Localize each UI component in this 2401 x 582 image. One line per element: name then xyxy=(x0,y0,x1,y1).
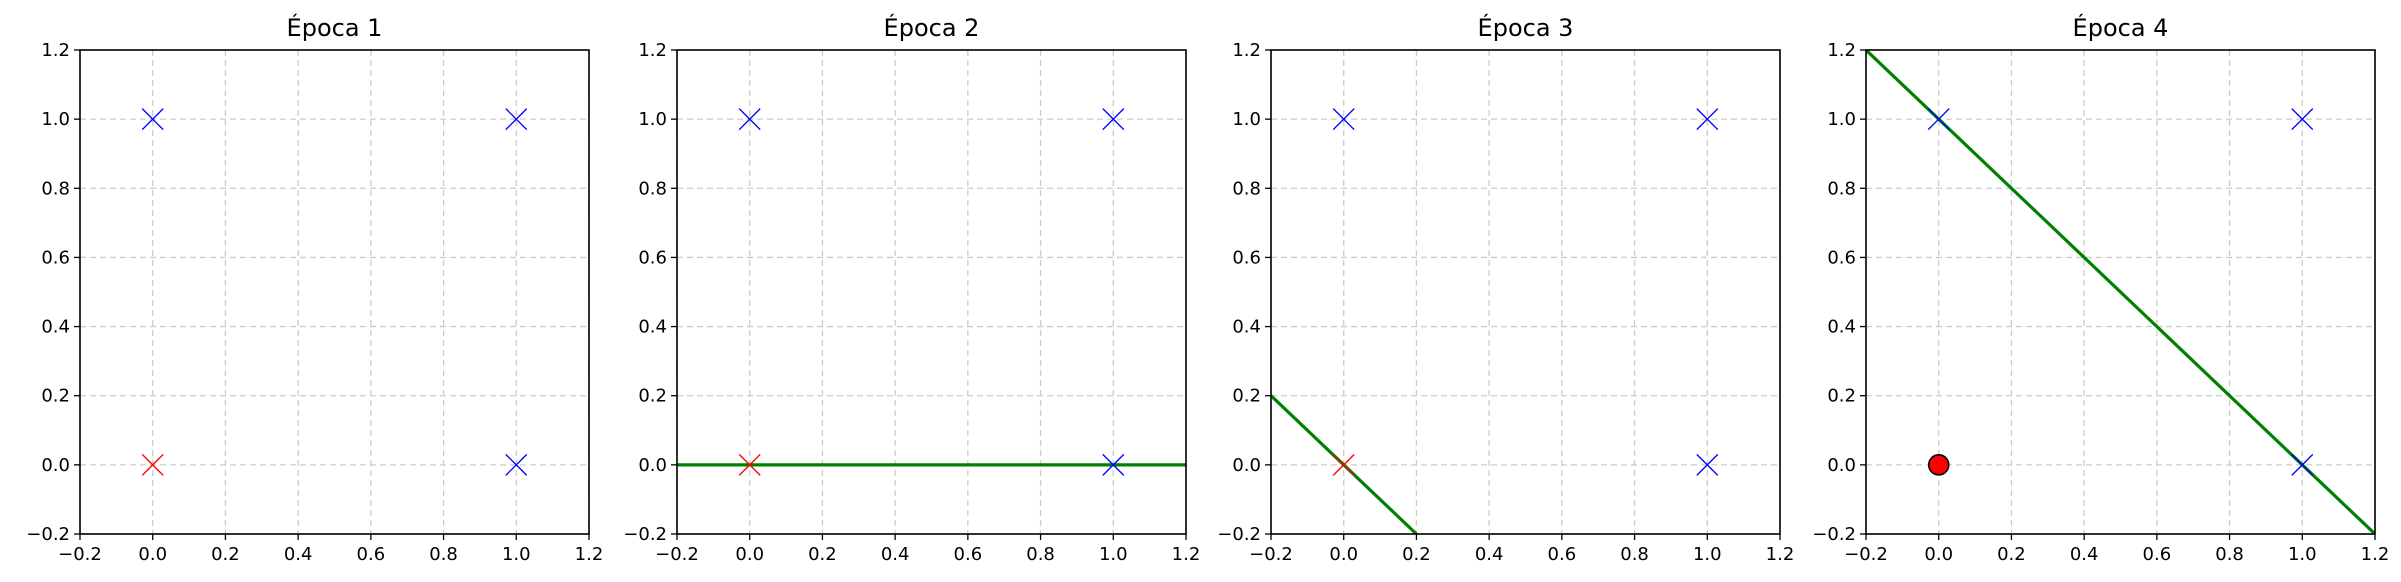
x-tick-label: 0.2 xyxy=(1402,544,1431,565)
x-tick-label: 0.8 xyxy=(1026,544,1055,565)
y-tick-label: 0.2 xyxy=(1827,386,1856,407)
y-tick-label: 0.6 xyxy=(41,247,70,268)
panel-4: −0.2 0.0 0.2 0.4 0.6 0.8 1.0 1.2 −0.2 0.0 0.2 0.4 0.… xyxy=(1812,13,2389,565)
data-point-circle xyxy=(1927,454,1950,476)
x-tick-label: 0.6 xyxy=(2143,544,2172,565)
data-point-x-marker xyxy=(2291,108,2314,131)
panel-title: Época 2 xyxy=(884,13,980,42)
data-point-x-marker xyxy=(505,108,528,131)
panel-title: Época 3 xyxy=(1478,13,1574,42)
x-tick-label: −0.2 xyxy=(1844,544,1888,565)
y-tick-label: 0.8 xyxy=(638,178,667,199)
panel-2: −0.2 0.0 0.2 0.4 0.6 0.8 1.0 1.2 −0.2 0.0 0.2 0.4 0.… xyxy=(623,13,1200,565)
data-point-x-marker xyxy=(1332,453,1355,476)
x-tick-label: −0.2 xyxy=(655,544,699,565)
x-tick-label: 1.0 xyxy=(2288,544,2317,565)
y-tick-label: 0.8 xyxy=(1232,178,1261,199)
y-tick-label: 0.2 xyxy=(41,386,70,407)
x-tick-label: 0.2 xyxy=(211,544,240,565)
data-point-x-marker xyxy=(1102,108,1125,131)
x-tick-label: 1.2 xyxy=(1766,544,1795,565)
x-tick-label: −0.2 xyxy=(1249,544,1293,565)
x-tick-label: 0.0 xyxy=(1329,544,1358,565)
y-tick-label: 0.0 xyxy=(638,455,667,476)
data-point-x-marker xyxy=(2291,453,2314,476)
x-tick-label: 0.2 xyxy=(808,544,837,565)
x-tick-label: 0.6 xyxy=(1548,544,1577,565)
y-tick-label: 0.2 xyxy=(638,386,667,407)
x-tick-label: 0.8 xyxy=(2215,544,2244,565)
data-point-x-marker xyxy=(1696,453,1719,476)
y-tick-label: 1.0 xyxy=(1827,109,1856,130)
y-tick-label: 1.0 xyxy=(1232,109,1261,130)
x-tick-label: 0.6 xyxy=(357,544,386,565)
axes-frame xyxy=(676,49,1187,535)
x-tick-label: 1.2 xyxy=(2361,544,2390,565)
panel-title: Época 1 xyxy=(287,13,383,42)
y-tick-label: 0.6 xyxy=(1232,247,1261,268)
x-tick-label: 1.2 xyxy=(1172,544,1201,565)
x-tick-label: 0.0 xyxy=(138,544,167,565)
x-tick-label: 1.0 xyxy=(502,544,531,565)
y-tick-label: 1.2 xyxy=(41,40,70,61)
x-tick-label: 1.0 xyxy=(1099,544,1128,565)
axes-frame xyxy=(1270,49,1781,535)
panel-3: −0.2 0.0 0.2 0.4 0.6 0.8 1.0 1.2 −0.2 0.0 0.2 0.4 0.… xyxy=(1217,13,1794,565)
x-tick-label: 1.0 xyxy=(1693,544,1722,565)
y-tick-label: 0.4 xyxy=(1827,317,1856,338)
decision-boundary-line xyxy=(1866,50,2375,534)
y-tick-label: 0.8 xyxy=(41,178,70,199)
x-tick-label: −0.2 xyxy=(58,544,102,565)
y-tick-label: 0.0 xyxy=(1232,455,1261,476)
data-point-x-marker xyxy=(738,453,761,476)
x-tick-label: 1.2 xyxy=(575,544,604,565)
panel-1: −0.2 0.0 0.2 0.4 0.6 0.8 1.0 1.2 −0.2 0.0 0.2 0.4 0.… xyxy=(26,13,603,565)
data-point-x-marker xyxy=(505,453,528,476)
x-tick-label: 0.4 xyxy=(1475,544,1504,565)
x-tick-label: 0.8 xyxy=(1620,544,1649,565)
x-tick-label: 0.6 xyxy=(954,544,983,565)
x-tick-label: 0.0 xyxy=(1924,544,1953,565)
y-tick-label: 0.6 xyxy=(638,247,667,268)
y-tick-label: 1.2 xyxy=(1827,40,1856,61)
x-tick-label: 0.0 xyxy=(735,544,764,565)
y-tick-label: 0.0 xyxy=(41,455,70,476)
y-tick-label: 0.0 xyxy=(1827,455,1856,476)
data-point-x-marker xyxy=(141,453,164,476)
y-tick-label: 0.4 xyxy=(638,317,667,338)
y-tick-label: −0.2 xyxy=(1217,524,1261,545)
y-tick-label: 1.0 xyxy=(41,109,70,130)
panel-title: Época 4 xyxy=(2073,13,2169,42)
y-tick-label: 1.0 xyxy=(638,109,667,130)
data-point-x-marker xyxy=(141,108,164,131)
y-tick-label: 1.2 xyxy=(1232,40,1261,61)
y-tick-label: −0.2 xyxy=(1812,524,1856,545)
y-tick-label: 0.4 xyxy=(41,317,70,338)
y-tick-label: 1.2 xyxy=(638,40,667,61)
data-point-x-marker xyxy=(1102,453,1125,476)
x-tick-label: 0.4 xyxy=(881,544,910,565)
y-tick-label: 0.4 xyxy=(1232,317,1261,338)
y-tick-label: −0.2 xyxy=(623,524,667,545)
x-tick-label: 0.2 xyxy=(1997,544,2026,565)
y-tick-label: 0.8 xyxy=(1827,178,1856,199)
data-point-x-marker xyxy=(738,108,761,131)
y-tick-label: 0.6 xyxy=(1827,247,1856,268)
data-point-x-marker xyxy=(1696,108,1719,131)
axes-frame xyxy=(1865,49,2376,535)
axes-frame xyxy=(79,49,590,535)
x-tick-label: 0.4 xyxy=(284,544,313,565)
x-tick-label: 0.8 xyxy=(429,544,458,565)
data-point-x-marker xyxy=(1927,108,1950,131)
data-point-x-marker xyxy=(1332,108,1355,131)
y-tick-label: −0.2 xyxy=(26,524,70,545)
x-tick-label: 0.4 xyxy=(2070,544,2099,565)
y-tick-label: 0.2 xyxy=(1232,386,1261,407)
